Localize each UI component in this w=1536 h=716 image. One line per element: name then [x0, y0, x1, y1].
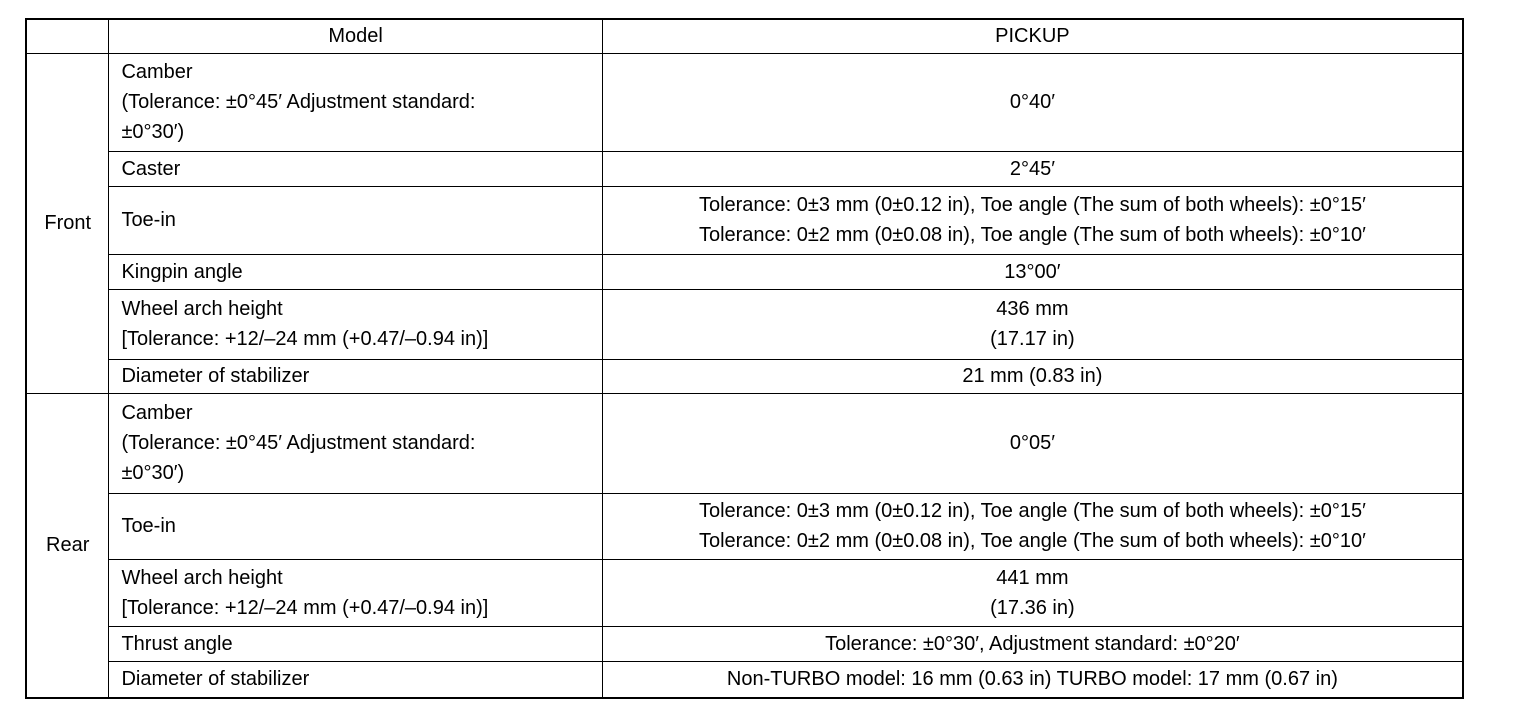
item-name-line: Diameter of stabilizer [121, 668, 310, 691]
front-row: Diameter of stabilizer 21 mm (0.83 in) [26, 358, 1464, 394]
header-model-label: Model [108, 18, 603, 54]
front-row: Kingpin angle 13°00′ [26, 253, 1464, 290]
item-name-line: Toe-in [121, 209, 176, 231]
item-value-line: 13°00′ [1004, 260, 1061, 283]
item-value-cell: Tolerance: ±0°30′, Adjustment standard: … [601, 625, 1464, 662]
item-name-line: (Tolerance: ±0°45′ Adjustment standard: [121, 91, 476, 113]
item-name-cell: Toe-in [108, 185, 603, 255]
item-value-line: 2°45′ [1009, 157, 1055, 180]
item-value-line: Tolerance: 0±2 mm (0±0.08 in), Toe angle… [698, 530, 1366, 552]
rear-row: Thrust angle Tolerance: ±0°30′, Adjustmen… [26, 625, 1464, 662]
alignment-spec-table: Model PICKUP Front Camber (Tolerance: ±0°4… [25, 18, 1464, 699]
item-name-line: Wheel arch height [121, 566, 283, 589]
item-value-line: Tolerance: ±0°30′, Adjustment standard: … [825, 632, 1240, 655]
item-name-line: ±0°30′) [121, 121, 185, 143]
front-row: Wheel arch height [Tolerance: +12/–24 mm … [26, 288, 1464, 360]
front-row: Front Camber (Tolerance: ±0°45′ Adjustment… [25, 52, 1464, 394]
item-name-line: Wheel arch height [121, 298, 283, 320]
item-name-cell: Kingpin angle [108, 253, 603, 290]
item-name-cell: Wheel arch height [Tolerance: +12/–24 mm … [108, 288, 603, 360]
item-value-line: Tolerance: 0±3 mm (0±0.12 in), Toe angle… [698, 194, 1366, 216]
item-value-line: Non-TURBO model: 16 mm (0.63 in) TURBO m… [726, 668, 1338, 691]
rear-row: Rear Camber (Tolerance: ±0°45′ Adjustment … [25, 392, 1464, 699]
item-value-cell: Tolerance: 0±3 mm (0±0.12 in), Toe angle… [601, 185, 1464, 255]
rear-row: Wheel arch height [Tolerance: +12/–24 mm … [26, 558, 1464, 627]
item-value-line: 436 mm [996, 298, 1069, 320]
item-value-line: 441 mm [996, 566, 1069, 589]
front-row: Toe-in Tolerance: 0±3 mm (0±0.12 in), Toe… [26, 185, 1464, 255]
item-name-cell: Thrust angle [108, 625, 603, 662]
item-name-cell: Toe-in [108, 492, 603, 560]
front-group-label: Front [25, 52, 110, 394]
item-value-cell: Non-TURBO model: 16 mm (0.63 in) TURBO m… [601, 660, 1464, 699]
item-name-line: ±0°30′) [121, 462, 185, 484]
front-row: Caster 2°45′ [26, 150, 1464, 187]
item-value-line: (17.36 in) [990, 596, 1075, 619]
item-name-cell: Wheel arch height [Tolerance: +12/–24 mm … [108, 558, 603, 627]
item-value-line: Tolerance: 0±3 mm (0±0.12 in), Toe angle… [698, 500, 1366, 522]
item-name-cell: Diameter of stabilizer [108, 660, 603, 699]
header-row: Model PICKUP [25, 18, 1464, 54]
item-name-line: Camber [121, 61, 193, 83]
item-value-line: 0°40′ [1009, 91, 1055, 113]
item-value-cell: 2°45′ [601, 150, 1464, 187]
item-name-line: Diameter of stabilizer [121, 365, 310, 387]
header-model-value: PICKUP [601, 18, 1464, 54]
header-blank-cell [25, 18, 110, 54]
item-name-cell: Caster [108, 150, 603, 187]
item-name-line: Kingpin angle [121, 260, 243, 283]
item-name-line: [Tolerance: +12/–24 mm (+0.47/–0.94 in)] [121, 596, 489, 619]
rear-row: Diameter of stabilizer Non-TURBO model: 1… [26, 660, 1464, 699]
item-value-line: 21 mm (0.83 in) [962, 365, 1103, 387]
item-value-line: (17.17 in) [990, 328, 1075, 350]
item-value-cell: 21 mm (0.83 in) [601, 358, 1464, 394]
item-value-cell: 436 mm (17.17 in) [601, 288, 1464, 360]
item-name-cell: Camber (Tolerance: ±0°45′ Adjustment stan… [108, 392, 603, 494]
item-value-cell: 441 mm (17.36 in) [601, 558, 1464, 627]
item-value-cell: 0°40′ [601, 52, 1464, 152]
rear-group-label: Rear [25, 392, 110, 699]
item-value-line: Tolerance: 0±2 mm (0±0.08 in), Toe angle… [698, 224, 1366, 246]
item-name-line: [Tolerance: +12/–24 mm (+0.47/–0.94 in)] [121, 328, 489, 350]
item-name-line: Caster [121, 157, 181, 180]
item-name-line: Camber [121, 402, 193, 424]
item-value-cell: 0°05′ [601, 392, 1464, 494]
item-name-cell: Camber (Tolerance: ±0°45′ Adjustment stan… [108, 52, 603, 152]
item-value-line: 0°05′ [1009, 432, 1055, 454]
item-name-cell: Diameter of stabilizer [108, 358, 603, 394]
item-name-line: Toe-in [121, 515, 176, 537]
item-name-line: Thrust angle [121, 632, 233, 655]
item-name-line: (Tolerance: ±0°45′ Adjustment standard: [121, 432, 476, 454]
item-value-cell: 13°00′ [601, 253, 1464, 290]
item-value-cell: Tolerance: 0±3 mm (0±0.12 in), Toe angle… [601, 492, 1464, 560]
rear-row: Toe-in Tolerance: 0±3 mm (0±0.12 in), Toe… [26, 492, 1464, 560]
